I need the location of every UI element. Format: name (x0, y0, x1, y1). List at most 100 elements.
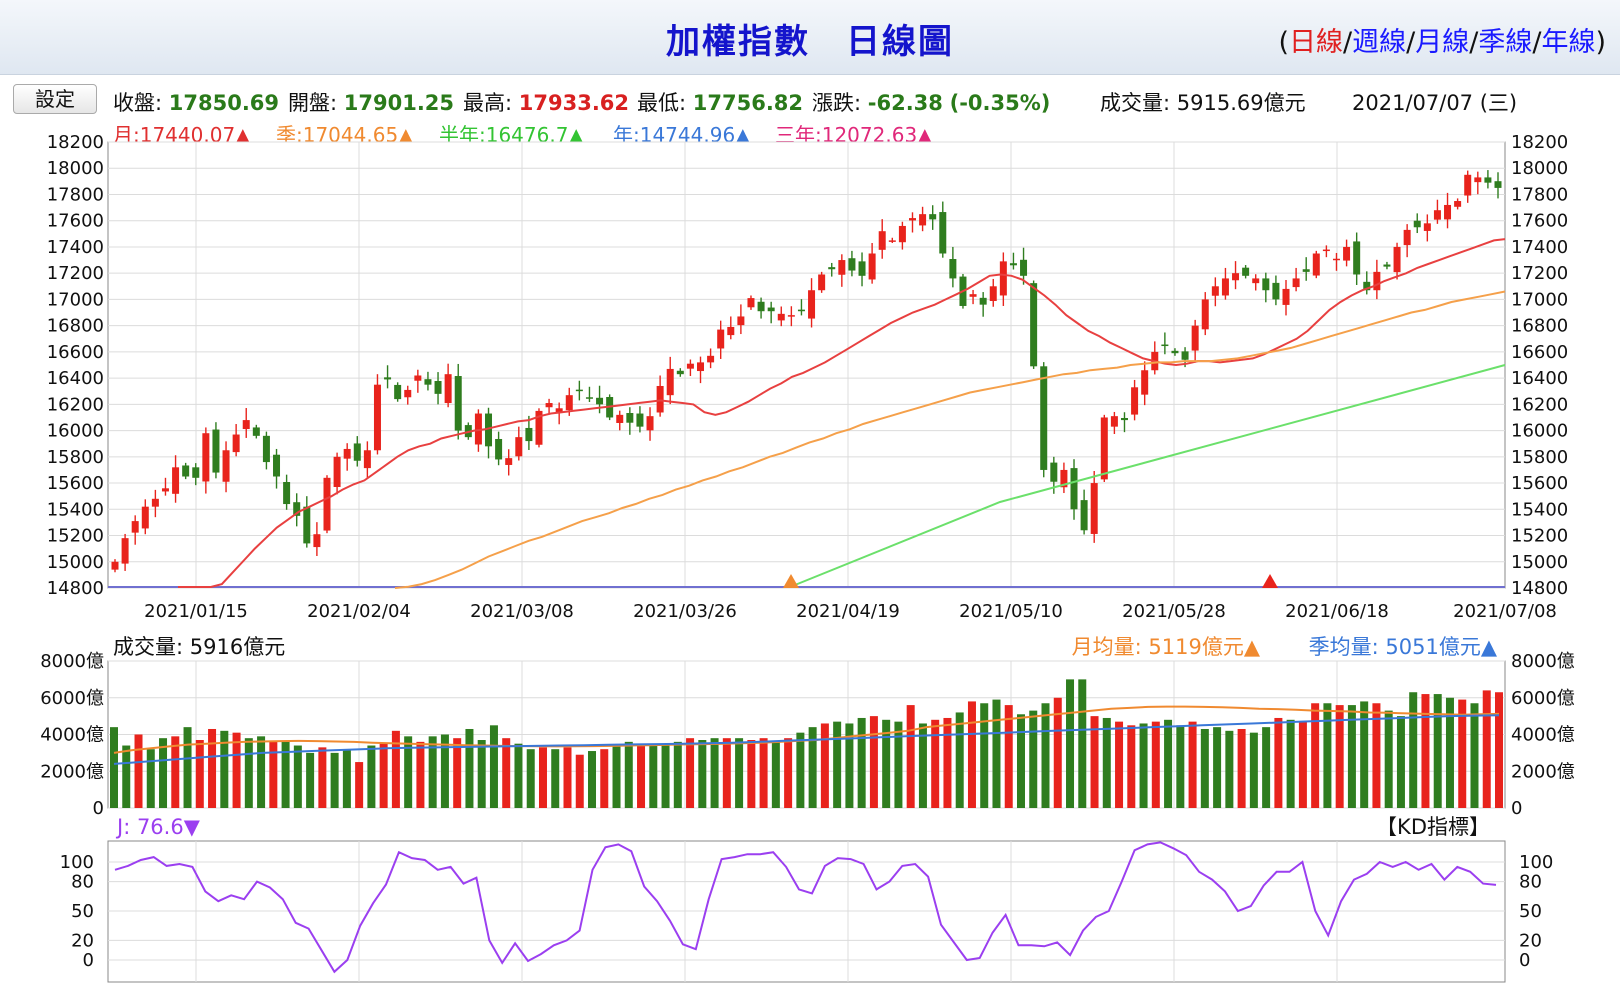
candle-body (293, 502, 301, 516)
settings-button[interactable]: 設定 (13, 84, 97, 114)
volume-bar (1470, 703, 1479, 808)
candle-body (1009, 263, 1017, 266)
candle-body (747, 298, 755, 308)
candle-body (555, 408, 563, 413)
y-tick-label-left: 17600 (47, 211, 104, 232)
candle-body (969, 294, 977, 297)
candle-body (646, 416, 654, 431)
volume-bar (404, 736, 413, 808)
volume-bar (453, 738, 462, 808)
volume-bar (906, 705, 915, 808)
volume-bar (710, 738, 719, 808)
candle-body (313, 534, 321, 548)
close-value: 17850.69 (168, 91, 280, 115)
volume-bar (1200, 728, 1209, 808)
y-tick-label-left: 17400 (47, 237, 104, 258)
tab-quarterly[interactable]: 季線 (1478, 27, 1533, 58)
change-stat: 漲跌: -62.38 (-0.35%) (812, 91, 1051, 115)
volume-bar (649, 743, 658, 808)
candle-body (505, 458, 513, 465)
kd-y-tick-right: 0 (1519, 950, 1530, 971)
volume-bar (257, 736, 266, 808)
x-tick-label: 2021/06/18 (1285, 601, 1389, 622)
candle-body (1373, 271, 1381, 291)
candle-body (151, 498, 159, 507)
kd-j-label: J: 76.6▼ (115, 815, 201, 839)
period-tab-bar: (日線/週線/月線/季線/年線) (1278, 27, 1606, 58)
volume-bar (575, 754, 584, 808)
tab-daily[interactable]: 日線 (1289, 27, 1344, 58)
candle-body (363, 450, 371, 469)
low-stat: 最低: 17756.82 (637, 91, 804, 115)
volume-bar (293, 745, 302, 808)
candle-body (858, 261, 866, 276)
kd-y-tick-left: 100 (60, 852, 94, 873)
y-tick-label-left: 17000 (47, 289, 104, 310)
open-value: 17901.25 (343, 91, 455, 115)
candle-body (1332, 258, 1340, 261)
volume-bar (771, 741, 780, 808)
change-value: -62.38 (867, 91, 943, 115)
candle-body (1353, 241, 1361, 275)
kd-y-tick-left: 20 (71, 930, 94, 951)
candle-body (1120, 417, 1128, 421)
candle-body (1050, 462, 1058, 482)
candle-body (616, 414, 624, 423)
volume-y-tick-left: 0 (93, 798, 104, 819)
y-tick-label-left: 15400 (47, 499, 104, 520)
volume-bar (980, 703, 989, 808)
candle-body (697, 362, 705, 372)
volume-bar (428, 736, 437, 808)
x-tick-label: 2021/03/08 (470, 601, 574, 622)
y-tick-label-left: 15000 (47, 552, 104, 573)
candle-body (1131, 387, 1139, 415)
y-tick-label-right: 17400 (1511, 237, 1568, 258)
volume-bar (514, 743, 523, 808)
tab-weekly[interactable]: 週線 (1352, 27, 1407, 58)
volume-bar (538, 747, 547, 808)
candle-body (131, 521, 139, 533)
y-tick-label-right: 16600 (1511, 342, 1568, 363)
candle-body (424, 379, 432, 385)
volume-bar (967, 701, 976, 808)
candle-body (1242, 267, 1250, 276)
candle-body (707, 355, 715, 363)
volume-season-average-line (113, 714, 1500, 765)
y-tick-label-left: 16200 (47, 394, 104, 415)
candle-body (535, 410, 543, 445)
candle-body (404, 389, 412, 398)
candle-body (1312, 253, 1320, 276)
candle-body (474, 413, 482, 445)
candle-body (838, 260, 846, 275)
candle-body (212, 429, 220, 473)
candle-body (676, 370, 684, 375)
volume-bar (1016, 714, 1025, 808)
candle-body (1292, 278, 1300, 288)
y-tick-label-right: 18200 (1511, 132, 1568, 153)
candle-body (636, 413, 644, 427)
volume-bar (1053, 697, 1062, 808)
y-tick-label-right: 17200 (1511, 263, 1568, 284)
volume-bar (1115, 721, 1124, 808)
volume-bar (318, 747, 327, 808)
candle-body (1221, 278, 1229, 296)
candle-body (1201, 299, 1209, 330)
x-tick-label: 2021/05/28 (1122, 601, 1226, 622)
tab-monthly[interactable]: 月線 (1415, 27, 1470, 58)
x-tick-label: 2021/05/10 (959, 601, 1063, 622)
volume-bar (759, 738, 768, 808)
volume-bar (588, 751, 597, 808)
volume-bar (355, 762, 364, 808)
volume-bar (722, 738, 731, 808)
candle-body (1110, 416, 1118, 427)
candle-body (565, 395, 573, 411)
candle-body (1141, 370, 1149, 395)
volume-bar (208, 728, 217, 808)
candle-body (808, 290, 816, 319)
volume-bar (955, 712, 964, 808)
volume-bar (1139, 723, 1148, 808)
candle-body (818, 274, 826, 291)
close-stat: 收盤: 17850.69 (113, 91, 280, 115)
high-stat: 最高: 17933.62 (463, 91, 630, 115)
tab-yearly[interactable]: 年線 (1541, 27, 1596, 58)
